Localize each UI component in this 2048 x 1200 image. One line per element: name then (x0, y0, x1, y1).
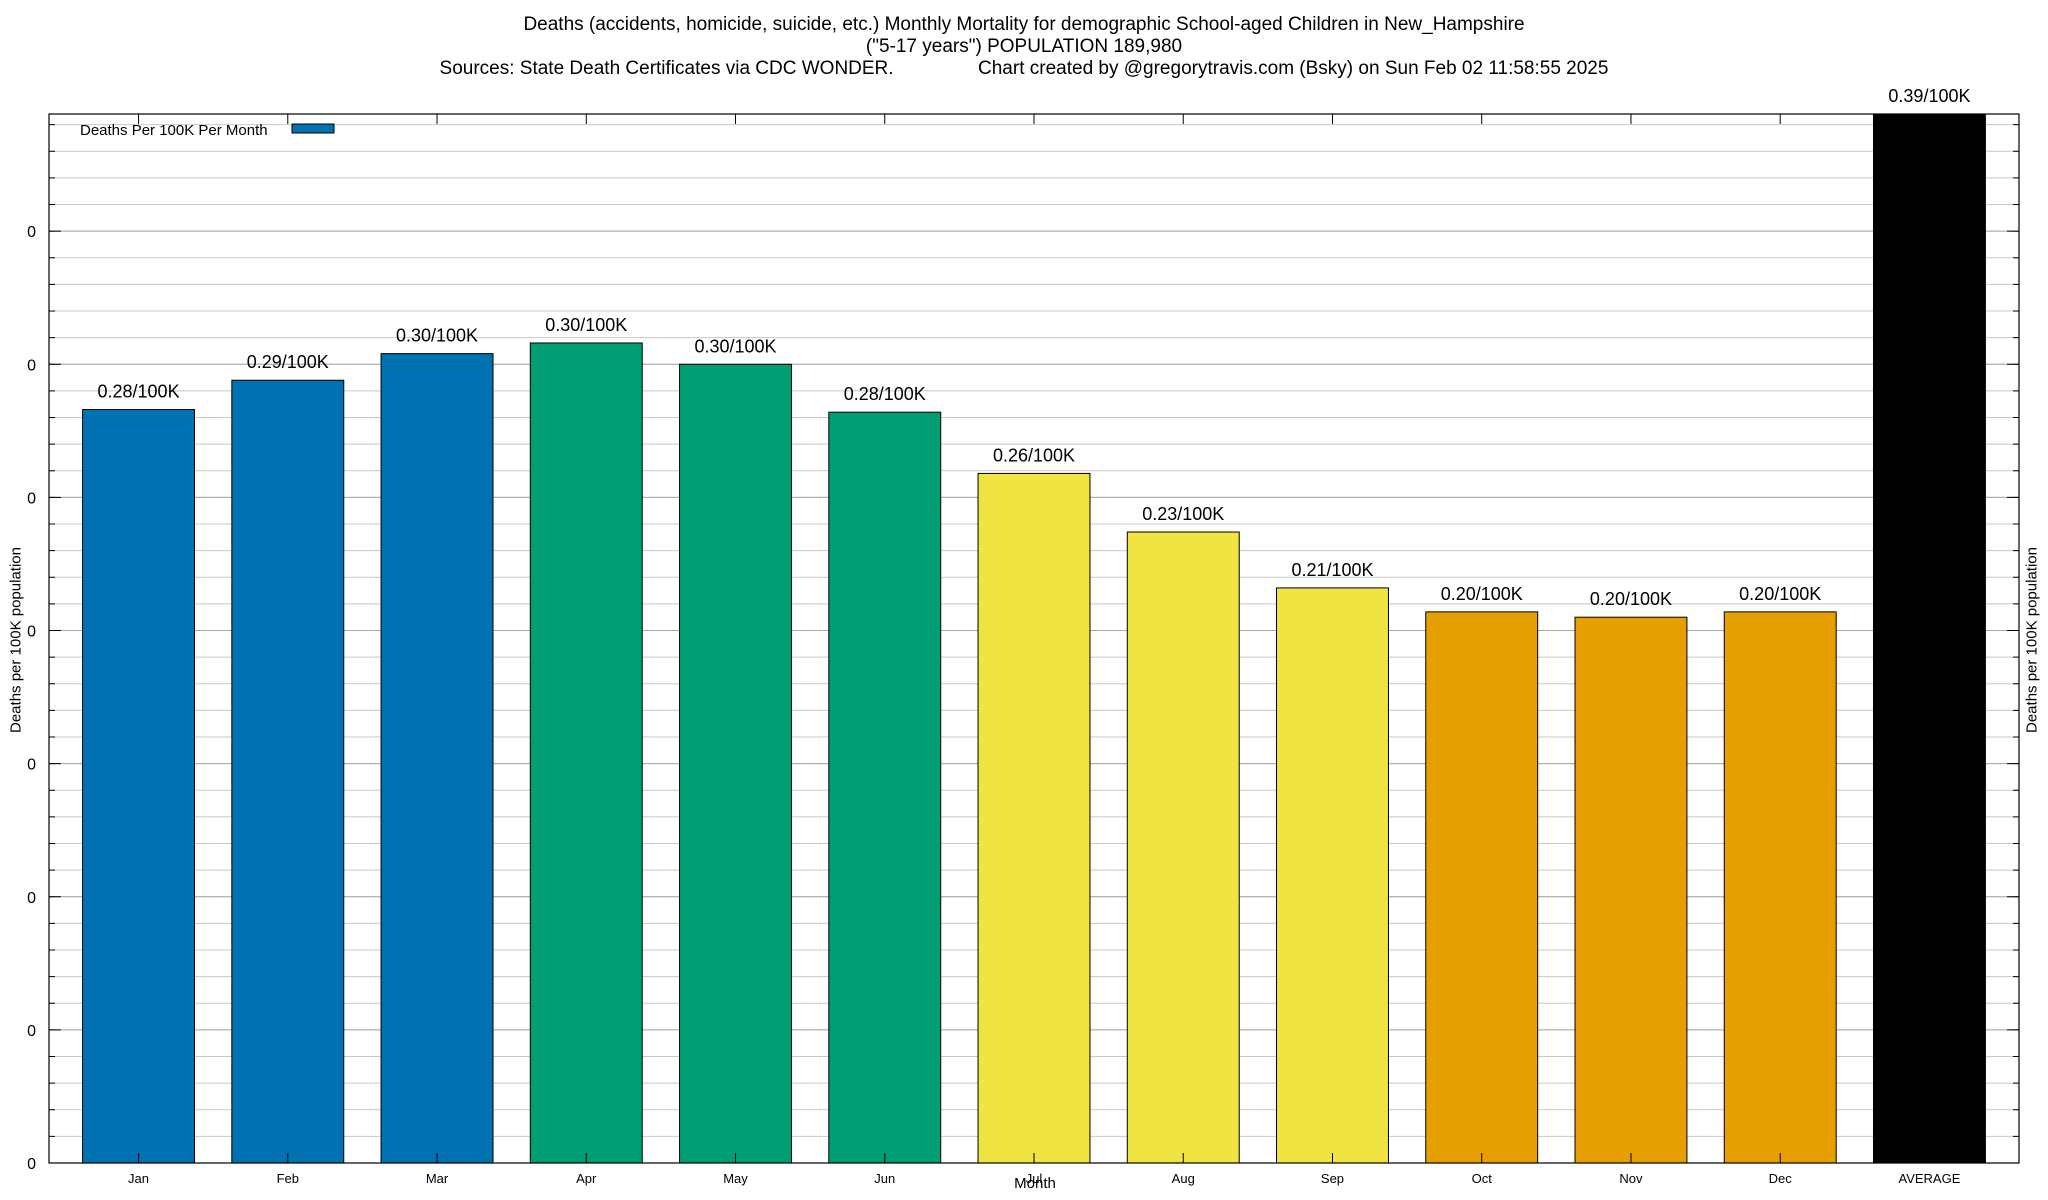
data-label-apr: 0.30/100K (545, 315, 627, 335)
bar-apr (529, 342, 643, 1164)
x-tick-label-dec: Dec (1769, 1171, 1793, 1186)
data-label-average: 0.39/100K (1888, 86, 1970, 106)
x-tick-label-mar: Mar (426, 1171, 449, 1186)
x-tick-label-jan: Jan (128, 1171, 149, 1186)
y-tick-label: 0 (27, 890, 36, 907)
data-label-jun: 0.28/100K (844, 384, 926, 404)
bar-mar (380, 353, 494, 1164)
y-axis-label-right: Deaths per 100K population (2023, 547, 2041, 733)
bar-jun (828, 411, 942, 1164)
data-label-dec: 0.20/100K (1739, 584, 1821, 604)
x-tick-label-jul: Jul (1026, 1171, 1043, 1186)
bar-jul (977, 472, 1091, 1164)
plot-frame (48, 113, 2020, 1164)
data-label-nov: 0.20/100K (1590, 589, 1672, 609)
x-tick-label-nov: Nov (1619, 1171, 1643, 1186)
data-label-mar: 0.30/100K (396, 326, 478, 346)
bar-average (1872, 113, 1986, 1164)
bar-may (679, 363, 792, 1164)
x-tick-label-average: AVERAGE (1899, 1171, 1961, 1186)
x-tick-label-aug: Aug (1172, 1171, 1195, 1186)
bar-sep (1276, 587, 1389, 1164)
y-tick-label: 0 (27, 357, 36, 374)
bar-oct (1425, 611, 1539, 1164)
bar-dec (1723, 611, 1837, 1164)
bar-jan (82, 409, 196, 1164)
y-tick-label: 0 (27, 1156, 36, 1173)
x-tick-label-sep: Sep (1321, 1171, 1344, 1186)
y-tick-label: 0 (27, 1023, 36, 1040)
legend-label: Deaths Per 100K Per Month (80, 122, 268, 139)
bar-aug (1126, 531, 1240, 1164)
y-tick-label: 0 (27, 490, 36, 507)
data-label-aug: 0.23/100K (1142, 504, 1224, 524)
data-label-sep: 0.21/100K (1291, 560, 1373, 580)
y-tick-label: 0 (27, 757, 36, 774)
data-label-may: 0.30/100K (694, 336, 776, 356)
chart-subtitle: ("5-17 years") POPULATION 189,980 (865, 36, 1183, 57)
data-label-oct: 0.20/100K (1441, 584, 1523, 604)
x-tick-label-jun: Jun (874, 1171, 895, 1186)
bar-nov (1574, 616, 1688, 1164)
chart-title: Deaths (accidents, homicide, suicide, et… (523, 14, 1525, 35)
chart-source-line: Sources: State Death Certificates via CD… (439, 58, 1609, 79)
data-label-feb: 0.29/100K (247, 352, 329, 372)
x-axis-label: Month (1014, 1175, 1056, 1192)
data-label-jan: 0.28/100K (98, 382, 180, 402)
data-label-jul: 0.26/100K (993, 445, 1075, 465)
y-axis-label-left: Deaths per 100K population (7, 547, 25, 733)
x-tick-label-may: May (723, 1171, 748, 1186)
y-tick-label: 0 (27, 224, 36, 241)
x-tick-label-apr: Apr (576, 1171, 597, 1186)
legend-swatch (291, 123, 335, 134)
x-tick-label-oct: Oct (1472, 1171, 1493, 1186)
x-tick-label-feb: Feb (277, 1171, 299, 1186)
y-tick-label: 0 (27, 624, 36, 641)
bar-feb (231, 379, 345, 1164)
